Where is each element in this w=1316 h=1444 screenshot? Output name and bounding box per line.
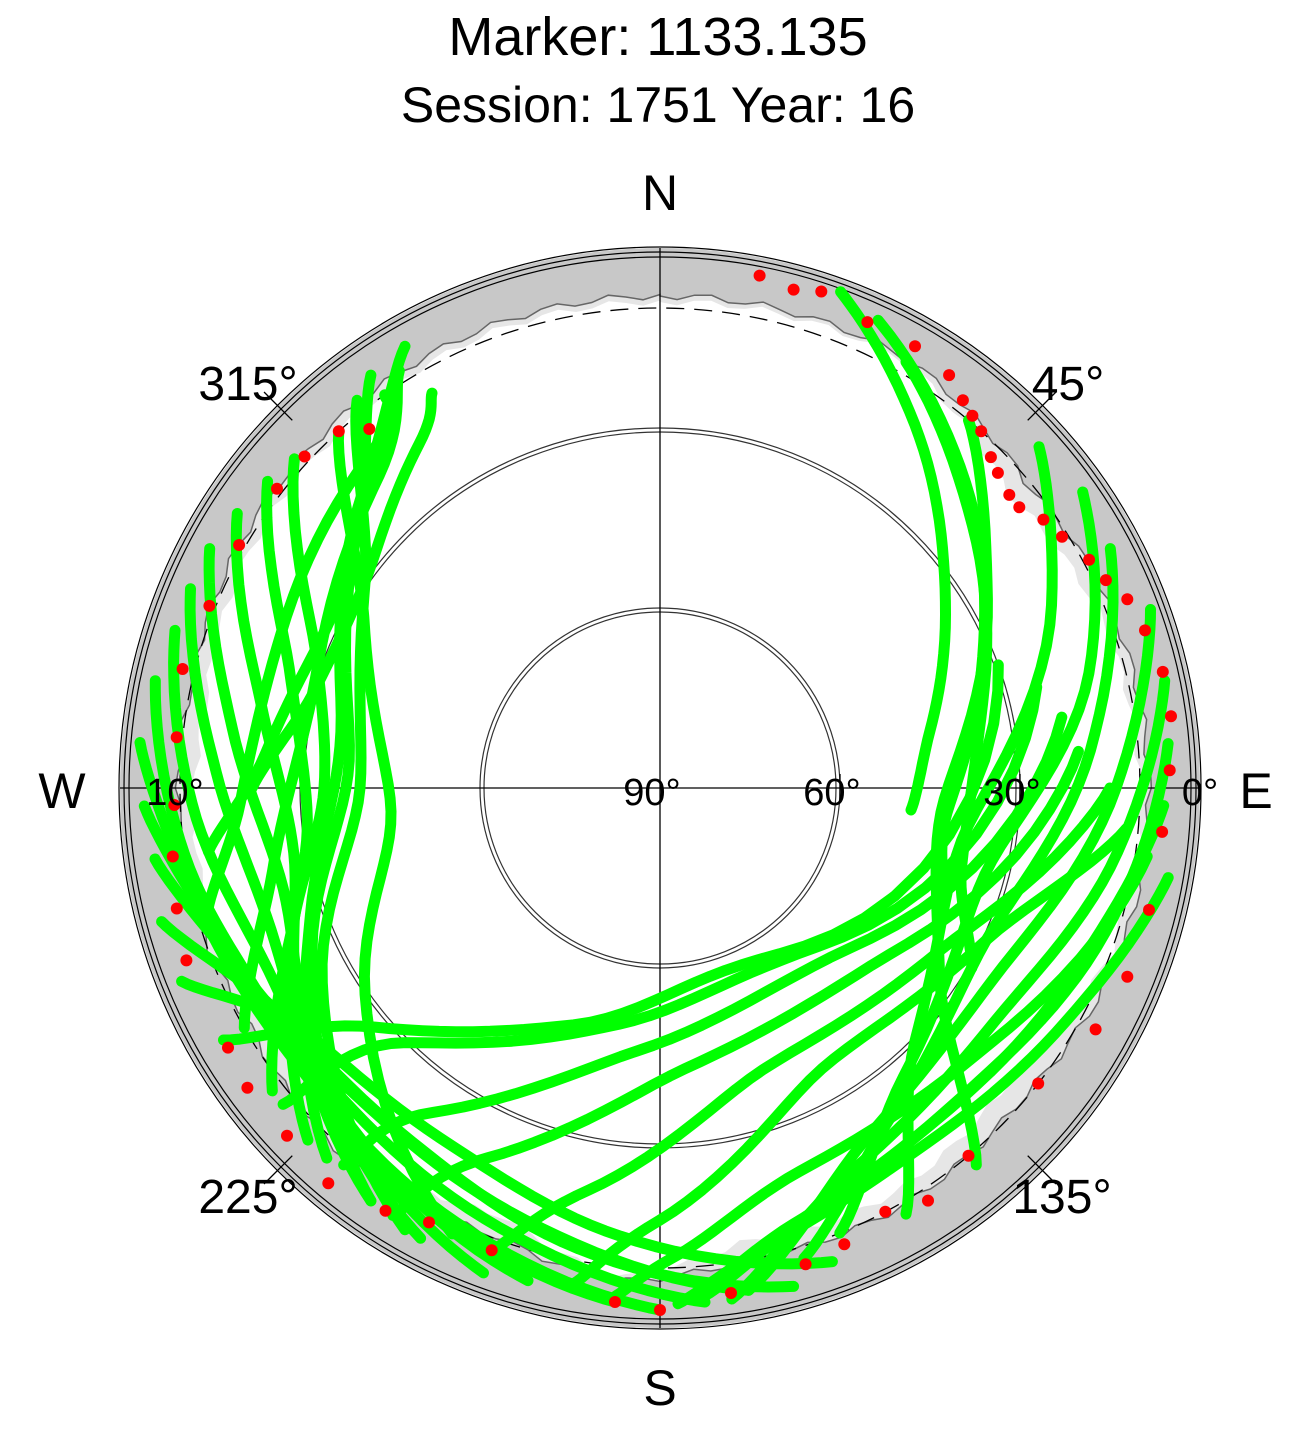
azimuth-tick-label: 315° xyxy=(198,358,297,411)
edge-point xyxy=(170,731,183,744)
cardinal-north-label: N xyxy=(642,165,678,221)
satellite-track xyxy=(246,387,438,794)
edge-point xyxy=(180,954,193,967)
edge-point xyxy=(909,340,921,353)
edge-point xyxy=(861,316,874,329)
edge-point xyxy=(922,1194,934,1207)
edge-point xyxy=(203,599,216,612)
satellite-track xyxy=(203,543,427,1244)
edge-point xyxy=(991,466,1004,479)
edge-point xyxy=(166,850,179,863)
edge-point xyxy=(1163,764,1176,777)
outer-ring xyxy=(118,246,1202,1330)
elevation-tick-label: 30° xyxy=(983,772,1040,814)
chart-subtitle: Session: 1751 Year: 16 xyxy=(400,77,916,133)
edge-point xyxy=(281,1129,293,1142)
cardinal-south-label: S xyxy=(643,1360,676,1416)
edge-point xyxy=(787,283,800,296)
edge-point xyxy=(322,1177,335,1190)
edge-point xyxy=(332,425,345,438)
satellite-track xyxy=(149,675,621,1308)
satellite-track xyxy=(261,475,314,1146)
edge-point xyxy=(654,1304,666,1316)
edge-point xyxy=(984,451,997,464)
edge-point xyxy=(1032,1077,1045,1090)
edge-point xyxy=(423,1216,435,1229)
satellite-track xyxy=(230,508,377,1207)
cardinal-west-label: W xyxy=(38,763,86,819)
edge-point xyxy=(943,369,956,382)
edge-point xyxy=(753,269,766,282)
azimuth-tick xyxy=(1027,391,1057,421)
edge-point xyxy=(271,482,283,495)
edge-point xyxy=(725,1287,737,1299)
elevation-tick-label: 60° xyxy=(803,772,860,814)
edge-point xyxy=(1121,593,1134,606)
edge-point xyxy=(962,1149,975,1162)
edge-point xyxy=(485,1244,498,1257)
edge-point xyxy=(363,423,376,435)
axis-labels: N S W E 45° 135° 225° 315° 0° 10° 30° 60… xyxy=(38,165,1272,1416)
edge-point xyxy=(222,1041,234,1054)
elevation-tick-label: 10° xyxy=(146,772,203,814)
satellite-track xyxy=(930,414,993,1171)
edge-point xyxy=(233,539,246,551)
satellite-track xyxy=(387,745,1084,1221)
cardinal-east-label: E xyxy=(1239,763,1272,819)
edge-point xyxy=(1056,530,1068,543)
chart-title: Marker: 1133.135 xyxy=(448,7,868,67)
edge-point xyxy=(1037,513,1050,526)
edge-point xyxy=(1089,1023,1102,1036)
edge-point xyxy=(170,902,183,915)
satellite-track xyxy=(277,681,1043,1110)
satellite-track xyxy=(567,823,1132,1290)
edge-point xyxy=(1003,488,1016,501)
satellite-track xyxy=(184,583,489,1279)
edge-points xyxy=(166,269,1177,1316)
azimuth-tick xyxy=(263,1155,293,1185)
edge-point xyxy=(879,1205,892,1218)
satellite-track xyxy=(486,782,1116,1256)
edge-point xyxy=(1083,553,1096,566)
edge-point xyxy=(241,1081,254,1094)
edge-point xyxy=(956,394,969,407)
edge-point xyxy=(966,409,979,422)
edge-point xyxy=(298,450,311,463)
elevation-tick-label: 90° xyxy=(623,772,680,814)
azimuth-tick-label: 135° xyxy=(1012,1171,1111,1224)
edge-point xyxy=(799,1258,812,1271)
edge-point xyxy=(838,1238,851,1251)
edge-point xyxy=(609,1296,621,1308)
edge-point xyxy=(1143,903,1155,916)
edge-point xyxy=(975,425,988,438)
satellite-track xyxy=(202,389,399,857)
azimuth-tick-label: 225° xyxy=(198,1171,297,1224)
edge-point xyxy=(1099,574,1112,587)
satellite-track xyxy=(835,286,951,816)
edge-point xyxy=(1156,825,1169,838)
edge-point xyxy=(1139,624,1151,637)
azimuth-tick xyxy=(263,391,293,421)
edge-point xyxy=(168,799,181,811)
azimuth-tick xyxy=(1027,1155,1057,1185)
edge-point xyxy=(1156,665,1169,678)
edge-point xyxy=(1165,710,1177,723)
edge-point xyxy=(1013,501,1026,514)
edge-point xyxy=(1121,970,1134,983)
elevation-tick-label: 0° xyxy=(1182,772,1218,814)
azimuth-tick-label: 45° xyxy=(1032,358,1105,411)
edge-point xyxy=(815,285,828,298)
edge-point xyxy=(176,663,189,675)
edge-point xyxy=(379,1204,392,1217)
satellite-tracks xyxy=(134,286,1174,1316)
